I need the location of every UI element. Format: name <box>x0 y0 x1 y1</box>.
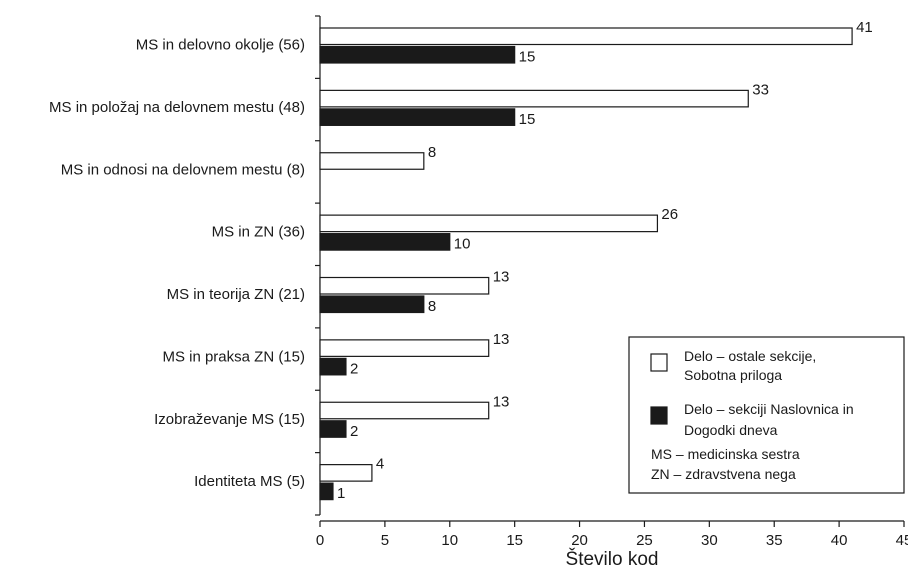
x-tick-label: 25 <box>636 532 653 549</box>
x-tick-label: 0 <box>316 532 324 549</box>
bar-other-sections <box>319 401 490 420</box>
bar-front-page-sections <box>319 295 425 314</box>
bar-front-page-sections <box>319 108 516 126</box>
legend-box <box>628 336 905 494</box>
x-axis-title: Število kod <box>566 548 659 570</box>
x-ticks: 0 5 10 15 20 25 30 35 40 45 <box>316 521 908 549</box>
x-tick-label: 45 <box>896 532 908 549</box>
bar-other-sections <box>319 276 490 295</box>
y-ticks <box>315 15 320 516</box>
x-tick-label: 20 <box>571 532 588 549</box>
legend-entry-white-line1: Delo – ostale sekcije, <box>684 348 816 364</box>
legend-entry-black-line1: Delo – sekciji Naslovnica in <box>684 401 854 417</box>
legend-entry-white-line2: Sobotna priloga <box>684 367 782 383</box>
data-label: 26 <box>661 206 678 223</box>
data-label: 2 <box>350 360 358 377</box>
bar-other-sections <box>319 339 490 357</box>
data-label: 2 <box>350 423 358 440</box>
bar-front-page-sections <box>319 45 516 64</box>
category-label: MS in praksa ZN (15) <box>162 348 305 365</box>
data-label: 8 <box>428 144 436 161</box>
x-tick-label: 40 <box>831 532 848 549</box>
data-label: 13 <box>493 331 510 348</box>
data-label: 8 <box>428 298 436 315</box>
category-label: Identiteta MS (5) <box>194 473 305 490</box>
x-tick-label: 30 <box>701 532 718 549</box>
category-label: Izobraževanje MS (15) <box>154 411 305 428</box>
bar-other-sections <box>319 152 425 170</box>
category-label: MS in teorija ZN (21) <box>167 286 305 303</box>
legend: Delo – ostale sekcije, Sobotna priloga D… <box>628 336 905 494</box>
category-label: MS in odnosi na delovnem mestu (8) <box>61 161 305 178</box>
legend-swatch-black <box>650 406 668 425</box>
data-label: 13 <box>493 269 510 286</box>
x-tick-label: 35 <box>766 532 783 549</box>
bar-front-page-sections <box>319 482 334 501</box>
bar-other-sections <box>319 464 373 482</box>
data-label: 10 <box>454 236 471 253</box>
data-label: 33 <box>752 81 769 98</box>
data-label: 1 <box>337 485 345 502</box>
legend-note-ms: MS – medicinska sestra <box>651 446 800 462</box>
bar-other-sections <box>319 214 659 233</box>
x-tick-label: 5 <box>381 532 389 549</box>
data-label: 15 <box>519 111 536 128</box>
category-label: MS in položaj na delovnem mestu (48) <box>49 99 305 116</box>
category-label: MS in ZN (36) <box>212 224 305 241</box>
category-label: MS in delovno okolje (56) <box>136 37 305 54</box>
legend-entry-black-line2: Dogodki dneva <box>684 422 778 438</box>
data-label: 13 <box>493 393 510 410</box>
legend-swatch-white <box>650 353 668 372</box>
legend-note-zn: ZN – zdravstvena nega <box>651 466 796 482</box>
data-label: 41 <box>856 19 873 36</box>
bar-front-page-sections <box>319 420 347 438</box>
category-labels: MS in delovno okolje (56) MS in položaj n… <box>49 37 305 491</box>
bar-front-page-sections <box>319 357 347 376</box>
x-tick-label: 10 <box>441 532 458 549</box>
x-tick-label: 15 <box>506 532 523 549</box>
bar-front-page-sections <box>319 233 451 251</box>
bar-other-sections <box>319 27 853 46</box>
data-label: 4 <box>376 456 384 473</box>
bars <box>319 27 853 501</box>
bar-other-sections <box>319 89 749 108</box>
data-label: 15 <box>519 49 536 66</box>
